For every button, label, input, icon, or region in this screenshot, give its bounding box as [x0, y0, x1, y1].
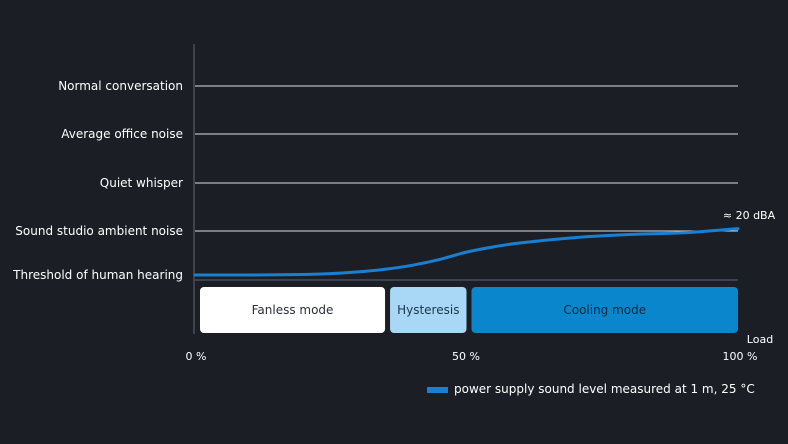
fanless-mode-label: Fanless mode	[252, 303, 334, 317]
fanless-mode-band	[200, 287, 386, 333]
hysteresis-label: Hysteresis	[397, 303, 459, 317]
value-annotation: ≈ 20 dBA	[723, 209, 776, 222]
legend-swatch	[427, 387, 448, 393]
y-level-label: Threshold of human hearing	[12, 268, 183, 282]
x-tick-label: 100 %	[723, 350, 758, 363]
level-gridlines: Threshold of human hearing Sound studio a…	[12, 79, 738, 282]
legend: power supply sound level measured at 1 m…	[427, 382, 755, 396]
y-level-label: Normal conversation	[58, 79, 183, 93]
y-level-label: Quiet whisper	[100, 176, 183, 190]
x-tick-labels: 0 % 50 % 100 %	[186, 350, 758, 363]
mode-bands: Fanless mode Hysteresis Cooling mode	[200, 287, 738, 333]
cooling-mode-label: Cooling mode	[563, 303, 646, 317]
x-tick-label: 50 %	[452, 350, 480, 363]
legend-label: power supply sound level measured at 1 m…	[454, 382, 755, 396]
series-line	[193, 227, 740, 277]
y-level-label: Sound studio ambient noise	[15, 224, 183, 238]
x-axis-label: Load	[747, 333, 773, 346]
x-tick-label: 0 %	[186, 350, 207, 363]
cooling-mode-band	[471, 287, 738, 333]
hysteresis-band	[390, 287, 467, 333]
y-level-label: Average office noise	[61, 127, 183, 141]
